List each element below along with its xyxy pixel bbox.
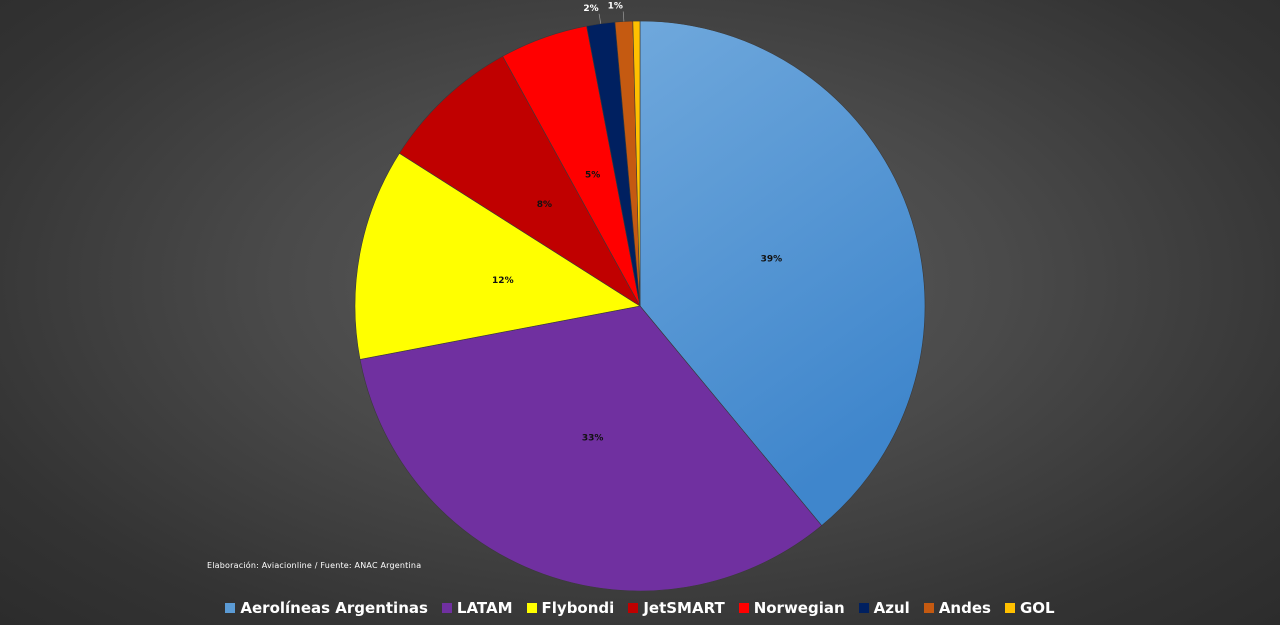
data-label-aerolineas-argentinas: 39%	[761, 255, 783, 265]
legend-swatch-latam	[441, 603, 452, 613]
legend-item-norwegian: Norwegian	[738, 599, 845, 617]
data-label-andes: 1%	[608, 1, 623, 11]
legend-label-latam: LATAM	[456, 599, 513, 617]
legend-label-aerolineas-argentinas: Aerolíneas Argentinas	[240, 599, 428, 617]
legend-label-jetsmart: JetSMART	[643, 599, 725, 617]
leader-line-andes	[622, 11, 625, 22]
legend-label-flybondi: Flybondi	[541, 599, 615, 617]
pie-slice-aerolineas-argentinas	[639, 20, 926, 527]
data-label-flybondi: 12%	[492, 276, 514, 286]
legend-item-andes: Andes	[923, 599, 991, 617]
legend-item-latam: LATAM	[441, 599, 513, 617]
pie-slice-latam	[359, 305, 823, 592]
data-label-azul: 2%	[583, 4, 598, 14]
leader-line-azul	[598, 13, 602, 24]
legend-item-flybondi: Flybondi	[526, 599, 615, 617]
pie-slice-flybondi	[354, 152, 641, 360]
legend-swatch-jetsmart	[628, 603, 639, 613]
pie-slice-jetsmart	[398, 55, 641, 307]
legend-label-norwegian: Norwegian	[753, 599, 845, 617]
legend-swatch-aerolineas-argentinas	[225, 603, 236, 613]
legend-label-gol: GOL	[1019, 599, 1055, 617]
source-note: Elaboración: Aviacionline / Fuente: ANAC…	[207, 561, 422, 570]
legend-item-azul: Azul	[858, 599, 910, 617]
pie-slice-gol	[632, 20, 641, 307]
data-label-norwegian: 5%	[585, 171, 600, 181]
legend-label-azul: Azul	[873, 599, 910, 617]
legend-swatch-gol	[1004, 603, 1015, 613]
legend-item-jetsmart: JetSMART	[628, 599, 725, 617]
legend: Aerolíneas Argentinas LATAM Flybondi JetSMA…	[0, 598, 1280, 618]
legend-item-gol: GOL	[1004, 599, 1055, 617]
legend-label-andes: Andes	[938, 599, 991, 617]
legend-item-aerolineas-argentinas: Aerolíneas Argentinas	[225, 599, 428, 617]
legend-swatch-azul	[858, 603, 869, 613]
legend-swatch-andes	[923, 603, 934, 613]
pie-data-labels: 39% 33% 12% 8% 5% 2% 1%	[492, 1, 782, 443]
legend-swatch-flybondi	[526, 603, 537, 613]
data-label-jetsmart: 8%	[537, 200, 552, 210]
legend-swatch-norwegian	[738, 603, 749, 613]
pie-slices	[354, 20, 926, 592]
data-label-latam: 33%	[582, 433, 604, 443]
